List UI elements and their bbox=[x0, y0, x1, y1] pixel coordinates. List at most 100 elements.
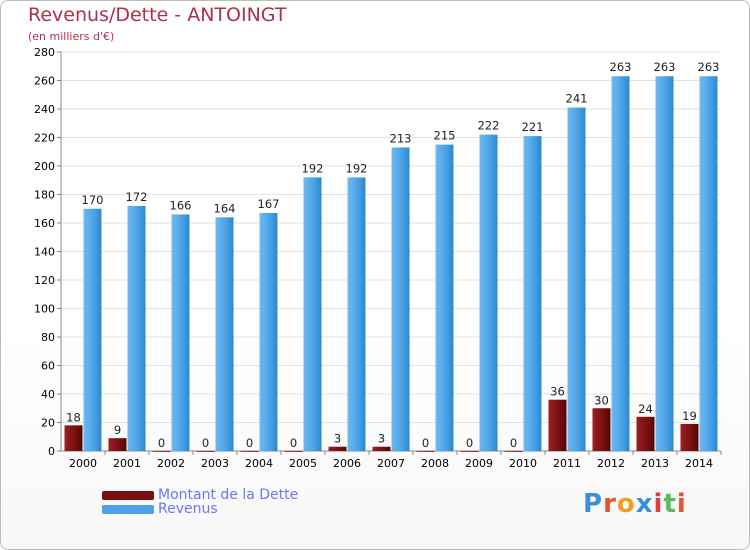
y-tick-label: 280 bbox=[34, 46, 55, 59]
proxiti-logo: Proxiti bbox=[583, 489, 687, 519]
bar-debt bbox=[680, 423, 699, 451]
bar-debt bbox=[284, 451, 303, 452]
x-tick-label: 2014 bbox=[685, 457, 713, 470]
x-tick-label: 2003 bbox=[201, 457, 229, 470]
data-label-revenue: 222 bbox=[478, 119, 500, 133]
bar-revenue bbox=[347, 177, 366, 451]
bar-revenue bbox=[171, 214, 190, 451]
x-tick-label: 2007 bbox=[377, 457, 405, 470]
bar-debt bbox=[196, 451, 215, 452]
logo-letter: i bbox=[653, 489, 664, 519]
logo-letter: o bbox=[616, 489, 636, 519]
bar-revenue bbox=[567, 107, 586, 451]
x-tick-label: 2006 bbox=[333, 457, 361, 470]
data-label-debt: 0 bbox=[202, 436, 209, 450]
y-tick-label: 60 bbox=[41, 360, 55, 373]
data-label-revenue: 213 bbox=[390, 131, 412, 145]
x-tick-label: 2002 bbox=[157, 457, 185, 470]
data-label-revenue: 263 bbox=[698, 60, 720, 74]
data-label-revenue: 215 bbox=[434, 129, 456, 143]
logo-letter: r bbox=[603, 489, 617, 519]
legend-label-debt: Montant de la Dette bbox=[158, 487, 299, 503]
x-tick-label: 2010 bbox=[509, 457, 537, 470]
x-tick-label: 2004 bbox=[245, 457, 273, 470]
bar-revenue bbox=[259, 213, 278, 451]
data-label-debt: 0 bbox=[246, 436, 253, 450]
data-label-debt: 24 bbox=[638, 402, 653, 416]
y-tick-label: 180 bbox=[34, 189, 55, 202]
data-label-revenue: 263 bbox=[654, 60, 676, 74]
x-tick-label: 2008 bbox=[421, 457, 449, 470]
data-label-revenue: 241 bbox=[566, 92, 588, 106]
data-label-debt: 18 bbox=[66, 410, 81, 424]
bar-revenue bbox=[83, 208, 102, 451]
x-tick-label: 2009 bbox=[465, 457, 493, 470]
bar-debt bbox=[152, 451, 171, 452]
legend-swatch-revenue bbox=[102, 504, 154, 514]
bar-revenue bbox=[303, 177, 322, 451]
data-label-debt: 30 bbox=[594, 393, 609, 407]
data-label-debt: 0 bbox=[290, 436, 297, 450]
bars bbox=[64, 76, 718, 452]
bar-debt bbox=[548, 399, 567, 451]
labels: 0204060801001201401601802002202402602802… bbox=[34, 46, 719, 470]
bar-debt bbox=[504, 451, 523, 452]
y-tick-label: 140 bbox=[34, 246, 55, 259]
y-tick-label: 40 bbox=[41, 388, 55, 401]
logo-letter: x bbox=[635, 489, 654, 519]
bar-revenue bbox=[215, 217, 234, 451]
bar-debt bbox=[328, 446, 347, 451]
bar-revenue bbox=[127, 205, 146, 451]
grid-lines bbox=[61, 51, 721, 452]
y-tick-label: 200 bbox=[34, 160, 55, 173]
y-tick-label: 160 bbox=[34, 217, 55, 230]
legend-label-revenue: Revenus bbox=[158, 501, 218, 517]
axes bbox=[57, 51, 722, 455]
x-tick-label: 2000 bbox=[69, 457, 97, 470]
data-label-revenue: 192 bbox=[346, 161, 368, 175]
bar-debt bbox=[416, 451, 435, 452]
bar-revenue bbox=[479, 134, 498, 451]
data-label-revenue: 221 bbox=[522, 120, 544, 134]
y-tick-label: 220 bbox=[34, 132, 55, 145]
bar-revenue bbox=[391, 147, 410, 451]
logo-letter: i bbox=[676, 489, 687, 519]
bar-revenue bbox=[699, 76, 718, 451]
bar-debt bbox=[636, 416, 655, 451]
y-tick-label: 240 bbox=[34, 103, 55, 116]
chart-subtitle: (en milliers d'€) bbox=[28, 30, 115, 43]
data-label-revenue: 172 bbox=[126, 190, 148, 204]
chart-title: Revenus/Dette - ANTOINGT bbox=[28, 4, 287, 26]
x-tick-label: 2005 bbox=[289, 457, 317, 470]
bar-debt bbox=[460, 451, 479, 452]
legend-item-revenue: Revenus bbox=[102, 501, 218, 517]
bar-revenue bbox=[435, 144, 454, 451]
logo-letter: t bbox=[663, 489, 677, 519]
x-tick-label: 2013 bbox=[641, 457, 669, 470]
y-tick-label: 0 bbox=[48, 445, 55, 458]
data-label-revenue: 166 bbox=[170, 198, 192, 212]
data-label-debt: 3 bbox=[334, 432, 341, 446]
data-label-debt: 9 bbox=[114, 423, 121, 437]
x-tick-label: 2012 bbox=[597, 457, 625, 470]
bar-debt bbox=[240, 451, 259, 452]
y-tick-label: 20 bbox=[41, 417, 55, 430]
data-label-revenue: 170 bbox=[82, 193, 104, 207]
data-label-debt: 0 bbox=[510, 436, 517, 450]
data-label-debt: 0 bbox=[466, 436, 473, 450]
bar-revenue bbox=[655, 76, 674, 451]
data-label-revenue: 164 bbox=[214, 201, 236, 215]
data-label-debt: 0 bbox=[422, 436, 429, 450]
data-label-revenue: 192 bbox=[302, 161, 324, 175]
data-label-debt: 19 bbox=[682, 409, 697, 423]
y-tick-label: 80 bbox=[41, 331, 55, 344]
y-tick-label: 260 bbox=[34, 75, 55, 88]
bar-debt bbox=[64, 425, 83, 451]
data-label-revenue: 167 bbox=[258, 197, 280, 211]
data-label-debt: 36 bbox=[550, 385, 565, 399]
x-tick-label: 2011 bbox=[553, 457, 581, 470]
x-tick-label: 2001 bbox=[113, 457, 141, 470]
y-tick-label: 100 bbox=[34, 303, 55, 316]
